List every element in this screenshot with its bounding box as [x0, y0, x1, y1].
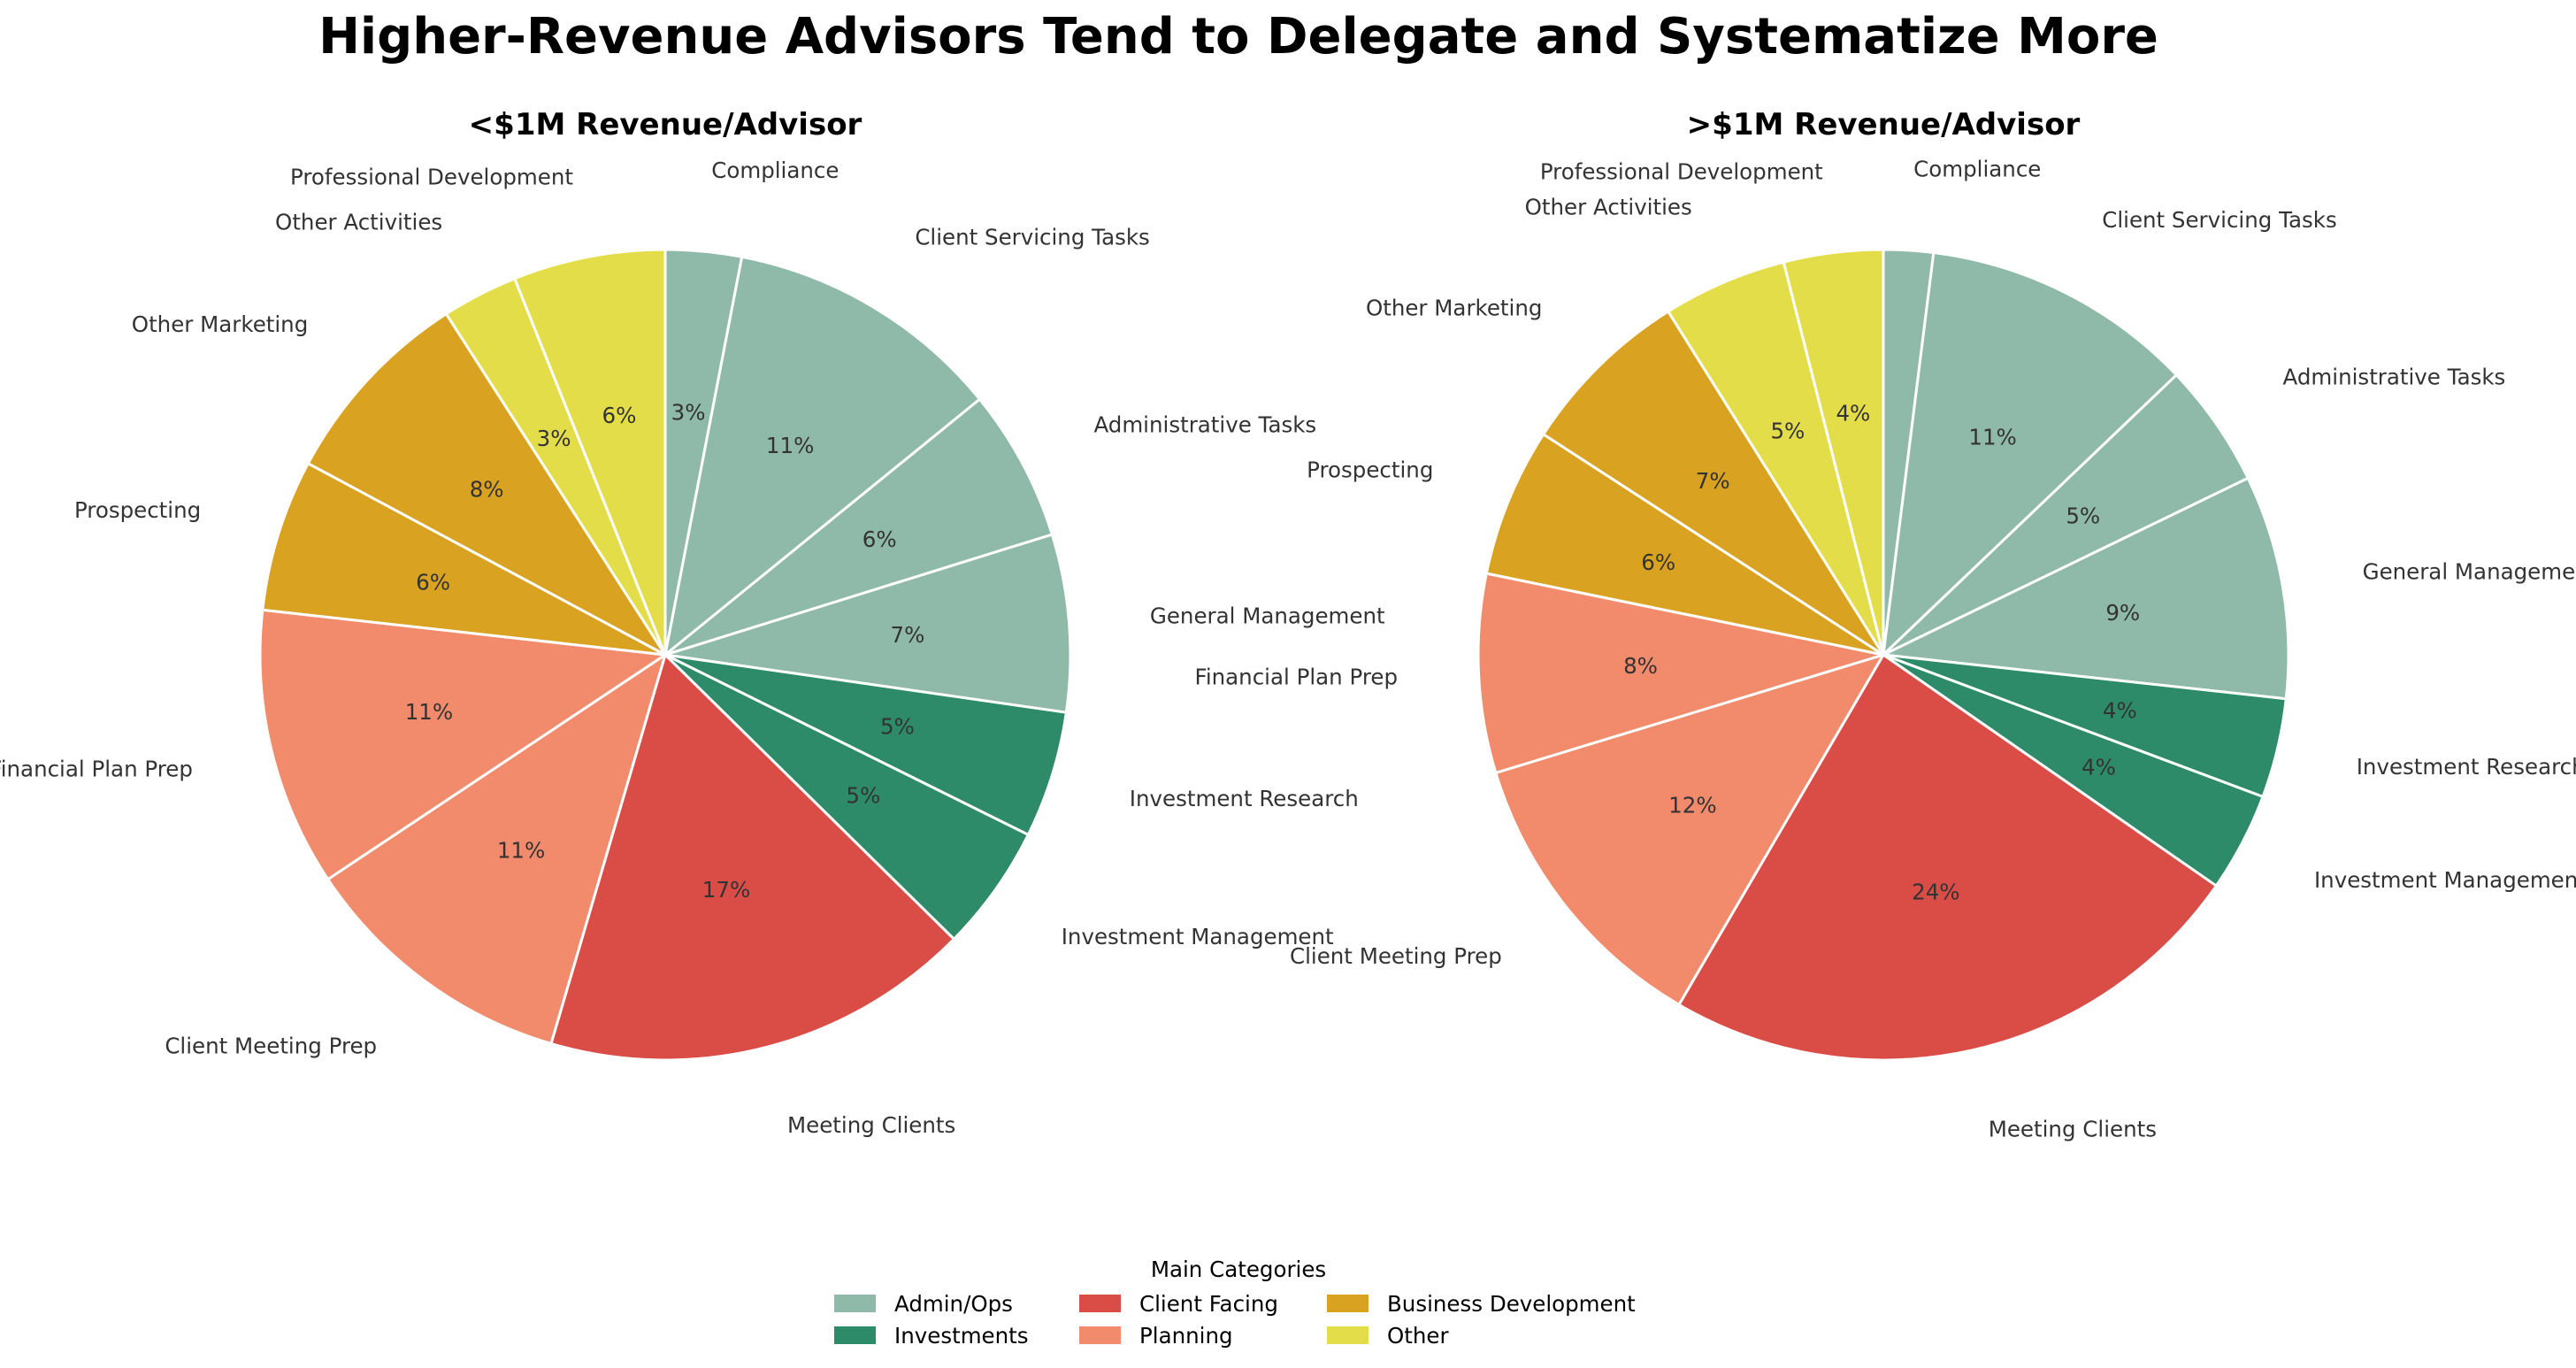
category-label-over-1m-other-activities: Other Activities	[1525, 195, 1692, 220]
pie-slice-over-1m-financial-plan-prep	[1476, 572, 1884, 775]
pie-slice-over-1m-general-management	[1878, 476, 2290, 701]
pie-slice-over-1m-client-meeting-prep	[1493, 652, 1887, 1007]
legend-swatch-planning	[1079, 1326, 1121, 1344]
pct-label-under-1m-prospecting: 6%	[416, 569, 450, 595]
category-label-over-1m-compliance: Compliance	[1913, 156, 2041, 181]
pct-label-over-1m-general-management: 9%	[2105, 600, 2140, 626]
pct-label-over-1m-financial-plan-prep: 8%	[1623, 653, 1658, 679]
figure-title: Higher-Revenue Advisors Tend to Delegate…	[318, 8, 2158, 65]
category-label-under-1m-client-servicing-tasks: Client Servicing Tasks	[915, 224, 1150, 250]
pie-slice-under-1m-investment-research	[664, 653, 1069, 837]
pie-slice-under-1m-client-servicing-tasks	[663, 255, 982, 658]
category-label-over-1m-professional-development: Professional Development	[1540, 159, 1823, 185]
pct-label-over-1m-client-meeting-prep: 12%	[1668, 792, 1716, 818]
pct-label-over-1m-professional-development: 4%	[1836, 400, 1870, 426]
pie-chart-under-1m: <$1M Revenue/Advisor 3% Compliance 11% Clie…	[0, 107, 1385, 1138]
category-label-over-1m-prospecting: Prospecting	[1307, 457, 1433, 483]
legend-label-admin-ops: Admin/Ops	[894, 1291, 1013, 1317]
pie-slice-over-1m-prospecting	[1484, 432, 1884, 657]
legend-label-client-facing: Client Facing	[1139, 1291, 1278, 1317]
pie-title-over-1m: >$1M Revenue/Advisor	[1687, 107, 2081, 142]
pie-labels-over-1m: Compliance 11% Client Servicing Tasks 5% Adm…	[1195, 156, 2576, 1141]
pct-label-over-1m-administrative-tasks: 5%	[2066, 503, 2100, 528]
pie-slices-over-1m	[1476, 248, 2290, 1062]
pie-slice-over-1m-client-servicing-tasks	[1881, 250, 2179, 658]
legend-swatch-admin-ops	[834, 1295, 876, 1312]
pie-slice-under-1m-other-marketing	[306, 311, 670, 659]
pct-label-over-1m-investment-research: 4%	[2103, 698, 2137, 724]
pie-title-under-1m: <$1M Revenue/Advisor	[469, 107, 862, 142]
category-label-under-1m-other-activities: Other Activities	[275, 210, 442, 235]
legend-title: Main Categories	[1151, 1257, 1326, 1282]
pct-label-under-1m-other-marketing: 8%	[470, 477, 504, 503]
pie-slice-over-1m-other-marketing	[1541, 309, 1885, 657]
legend: Main Categories Admin/Ops Investments Clie…	[834, 1257, 1636, 1349]
pct-label-under-1m-client-servicing-tasks: 11%	[766, 433, 814, 458]
category-label-over-1m-meeting-clients: Meeting Clients	[1989, 1117, 2157, 1142]
pct-label-over-1m-prospecting: 6%	[1641, 550, 1675, 575]
legend-items: Admin/Ops Investments Client Facing Plannin…	[834, 1291, 1636, 1349]
category-label-over-1m-client-servicing-tasks: Client Servicing Tasks	[2102, 207, 2337, 233]
category-label-under-1m-client-meeting-prep: Client Meeting Prep	[165, 1034, 377, 1059]
pie-slice-under-1m-prospecting	[261, 461, 666, 657]
category-label-under-1m-meeting-clients: Meeting Clients	[787, 1112, 955, 1138]
pie-slice-under-1m-client-meeting-prep	[326, 651, 668, 1046]
category-label-under-1m-investment-research: Investment Research	[1130, 786, 1359, 811]
pie-slice-under-1m-meeting-clients	[549, 652, 956, 1062]
category-label-under-1m-prospecting: Prospecting	[74, 497, 201, 523]
pie-slice-under-1m-administrative-tasks	[664, 397, 1054, 657]
legend-label-planning: Planning	[1139, 1323, 1233, 1349]
category-label-over-1m-investment-management: Investment Management	[2314, 867, 2576, 893]
pct-label-over-1m-client-servicing-tasks: 11%	[1968, 425, 2016, 450]
pct-label-over-1m-meeting-clients: 24%	[1912, 879, 1959, 904]
pie-slice-under-1m-financial-plan-prep	[258, 608, 670, 881]
pie-chart-over-1m: >$1M Revenue/Advisor Compliance 11% Client…	[1195, 107, 2576, 1142]
pct-label-under-1m-investment-management: 5%	[846, 782, 880, 808]
legend-label-investments: Investments	[894, 1323, 1029, 1349]
pie-slice-under-1m-general-management	[664, 533, 1072, 714]
legend-label-business-development: Business Development	[1387, 1291, 1636, 1317]
pct-label-under-1m-investment-research: 5%	[880, 714, 915, 740]
category-label-under-1m-administrative-tasks: Administrative Tasks	[1093, 411, 1316, 437]
category-label-over-1m-investment-research: Investment Research	[2357, 754, 2576, 780]
category-label-under-1m-professional-development: Professional Development	[290, 164, 573, 189]
category-label-over-1m-other-marketing: Other Marketing	[1366, 295, 1542, 320]
legend-swatch-other	[1327, 1326, 1368, 1344]
category-label-over-1m-client-meeting-prep: Client Meeting Prep	[1290, 943, 1502, 969]
category-label-over-1m-administrative-tasks: Administrative Tasks	[2283, 365, 2506, 390]
pct-label-under-1m-other-activities: 3%	[537, 426, 571, 451]
pct-label-under-1m-client-meeting-prep: 11%	[497, 837, 545, 863]
pct-label-under-1m-compliance: 3%	[671, 399, 706, 425]
category-label-over-1m-financial-plan-prep: Financial Plan Prep	[1195, 665, 1398, 690]
pct-label-under-1m-meeting-clients: 17%	[702, 877, 750, 903]
pie-slices-under-1m	[258, 248, 1072, 1062]
pie-slice-under-1m-professional-development	[512, 248, 667, 656]
pie-slice-over-1m-professional-development	[1782, 248, 1885, 656]
category-label-under-1m-compliance: Compliance	[711, 158, 839, 183]
legend-swatch-client-facing	[1079, 1295, 1121, 1312]
pct-label-over-1m-other-marketing: 7%	[1696, 468, 1730, 494]
legend-swatch-investments	[834, 1326, 876, 1344]
pct-label-under-1m-professional-development: 6%	[602, 403, 637, 428]
category-label-under-1m-general-management: General Management	[1150, 603, 1385, 628]
category-label-over-1m-general-management: General Management	[2363, 558, 2576, 584]
pct-label-over-1m-investment-management: 4%	[2082, 754, 2116, 780]
pct-label-under-1m-administrative-tasks: 6%	[862, 526, 897, 552]
pct-label-under-1m-financial-plan-prep: 11%	[405, 699, 453, 725]
category-label-under-1m-other-marketing: Other Marketing	[132, 311, 308, 337]
pie-slice-under-1m-investment-management	[663, 653, 1031, 941]
pie-slice-over-1m-meeting-clients	[1676, 652, 2219, 1062]
category-label-under-1m-financial-plan-prep: Financial Plan Prep	[0, 757, 193, 782]
legend-label-other: Other	[1387, 1323, 1449, 1349]
pct-label-over-1m-other-activities: 5%	[1770, 418, 1805, 443]
legend-swatch-business-development	[1327, 1295, 1368, 1312]
pie-labels-under-1m: 3% Compliance 11% Client Servicing Tasks 6% A…	[0, 158, 1385, 1138]
pct-label-under-1m-general-management: 7%	[891, 622, 925, 648]
category-label-under-1m-investment-management: Investment Management	[1062, 924, 1334, 949]
